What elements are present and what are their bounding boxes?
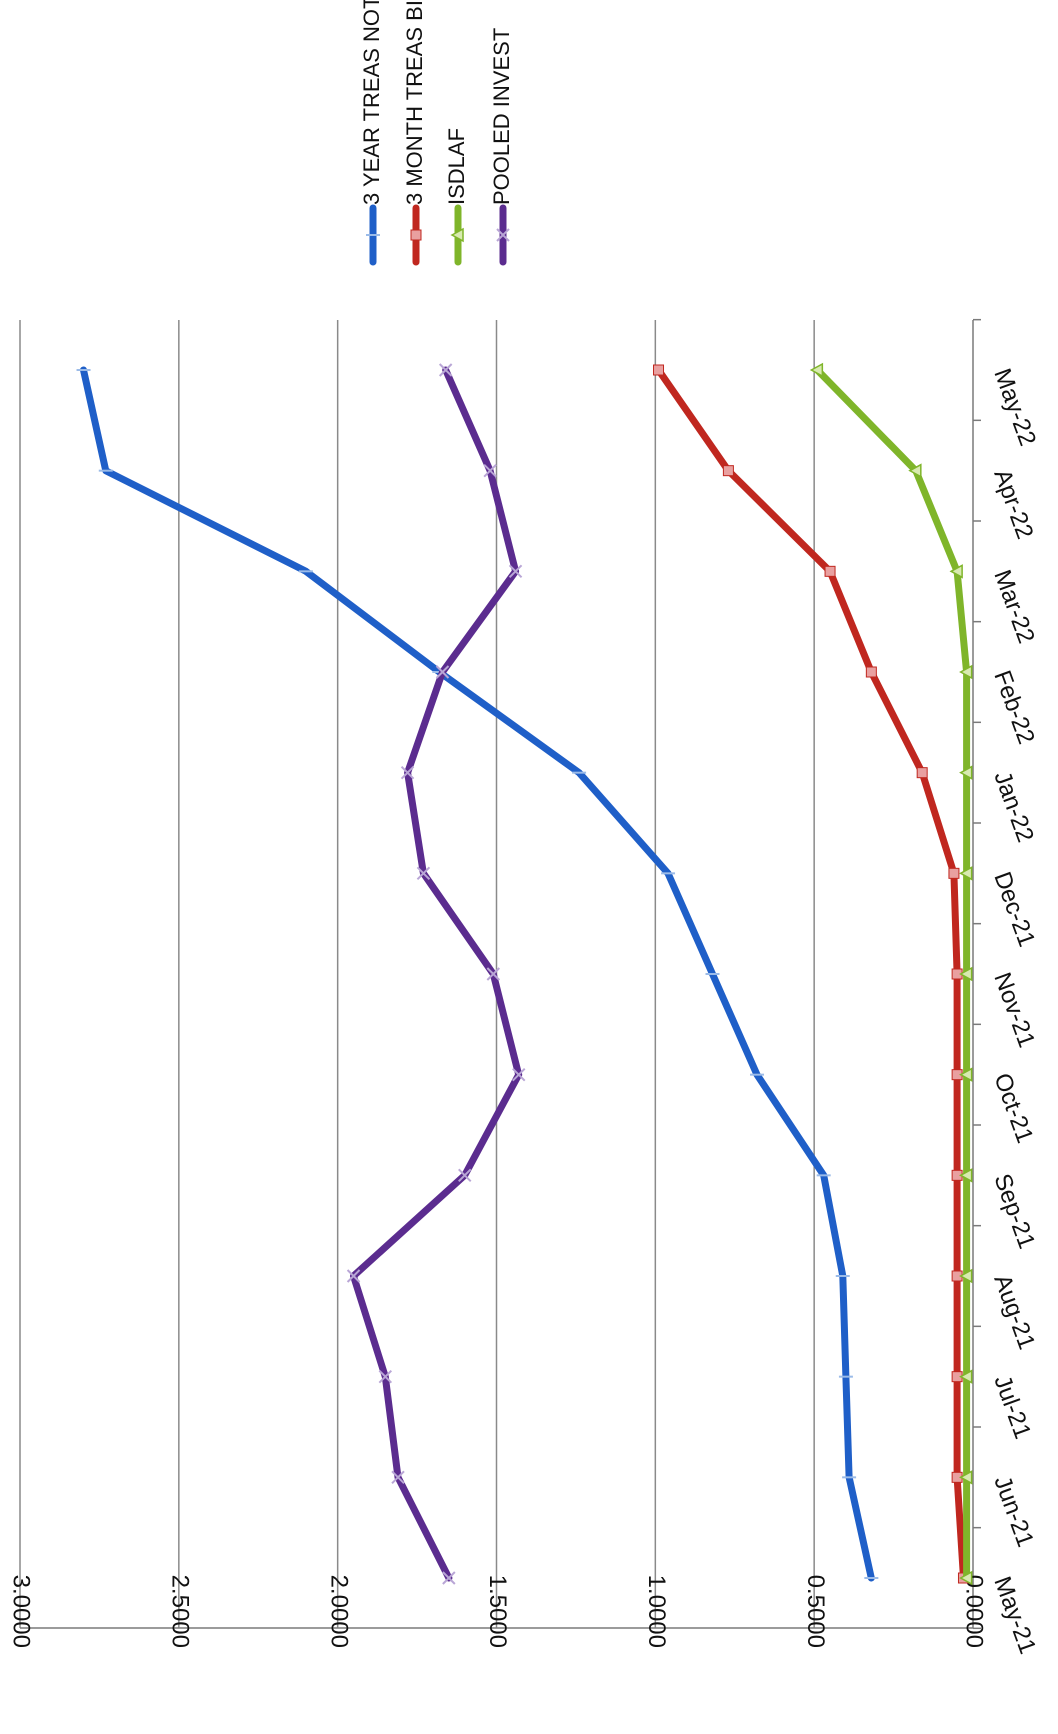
data-point bbox=[959, 966, 973, 982]
data-point bbox=[458, 1168, 472, 1183]
data-point bbox=[809, 362, 824, 378]
legend-entry: ISDLAF bbox=[444, 128, 469, 266]
value-tick-label: 1.0000 bbox=[643, 1575, 670, 1648]
data-point bbox=[959, 765, 973, 780]
data-point bbox=[959, 866, 973, 881]
series-3-month-treas-bill bbox=[653, 364, 969, 1584]
data-point bbox=[959, 1470, 973, 1485]
value-tick-label: 0.0000 bbox=[961, 1575, 988, 1648]
legend: 3 YEAR TREAS NOTE 3 MONTH TREAS BILL ISDLA… bbox=[359, 0, 514, 266]
data-point bbox=[949, 564, 963, 579]
data-point bbox=[508, 564, 523, 579]
series-lines bbox=[76, 362, 973, 1586]
value-tick-label: 3.0000 bbox=[8, 1575, 35, 1648]
series-3-year-treas-note bbox=[76, 366, 879, 1582]
data-point bbox=[959, 1067, 973, 1082]
series-pooled-invest bbox=[346, 363, 526, 1585]
data-point bbox=[435, 665, 450, 679]
data-point bbox=[959, 1369, 973, 1384]
data-point bbox=[400, 765, 415, 780]
data-point bbox=[483, 463, 497, 478]
series-isdlaf bbox=[809, 362, 973, 1586]
data-point bbox=[959, 1570, 973, 1586]
data-point bbox=[959, 1168, 973, 1183]
data-point bbox=[391, 1470, 405, 1485]
legend-entry: 3 MONTH TREAS BILL bbox=[402, 0, 427, 266]
data-point bbox=[908, 463, 922, 478]
legend-label: ISDLAF bbox=[444, 128, 469, 205]
data-point bbox=[865, 666, 877, 678]
data-point bbox=[948, 867, 960, 879]
legend-label: POOLED INVEST bbox=[489, 28, 514, 205]
data-point bbox=[653, 364, 665, 376]
data-point bbox=[442, 1571, 456, 1585]
value-tick-label: 0.5000 bbox=[802, 1575, 829, 1648]
data-point bbox=[824, 565, 836, 577]
data-point bbox=[438, 363, 453, 377]
legend-label: 3 MONTH TREAS BILL bbox=[402, 0, 427, 205]
data-point bbox=[722, 465, 734, 477]
data-point bbox=[416, 866, 431, 881]
legend-entry: 3 YEAR TREAS NOTE bbox=[359, 0, 384, 266]
legend-label: 3 YEAR TREAS NOTE bbox=[359, 0, 384, 205]
data-point bbox=[378, 1369, 393, 1384]
value-tick-label: 2.0000 bbox=[325, 1575, 352, 1648]
data-point bbox=[916, 767, 928, 779]
data-point bbox=[959, 664, 973, 680]
data-point bbox=[512, 1067, 526, 1082]
legend-entry: POOLED INVEST bbox=[489, 28, 514, 266]
legend-marker bbox=[410, 229, 422, 241]
axes bbox=[20, 318, 981, 1630]
data-point bbox=[959, 1268, 973, 1284]
value-tick-label: 1.5000 bbox=[484, 1575, 511, 1648]
value-tick-labels: 0.0000 0.5000 1.0000 1.5000 2.0000 2.5000 3.00… bbox=[8, 1575, 988, 1648]
value-tick-label: 2.5000 bbox=[166, 1575, 193, 1648]
data-point bbox=[486, 967, 501, 981]
data-point bbox=[346, 1269, 361, 1283]
legend-marker bbox=[450, 227, 464, 243]
legend-marker bbox=[496, 228, 510, 242]
